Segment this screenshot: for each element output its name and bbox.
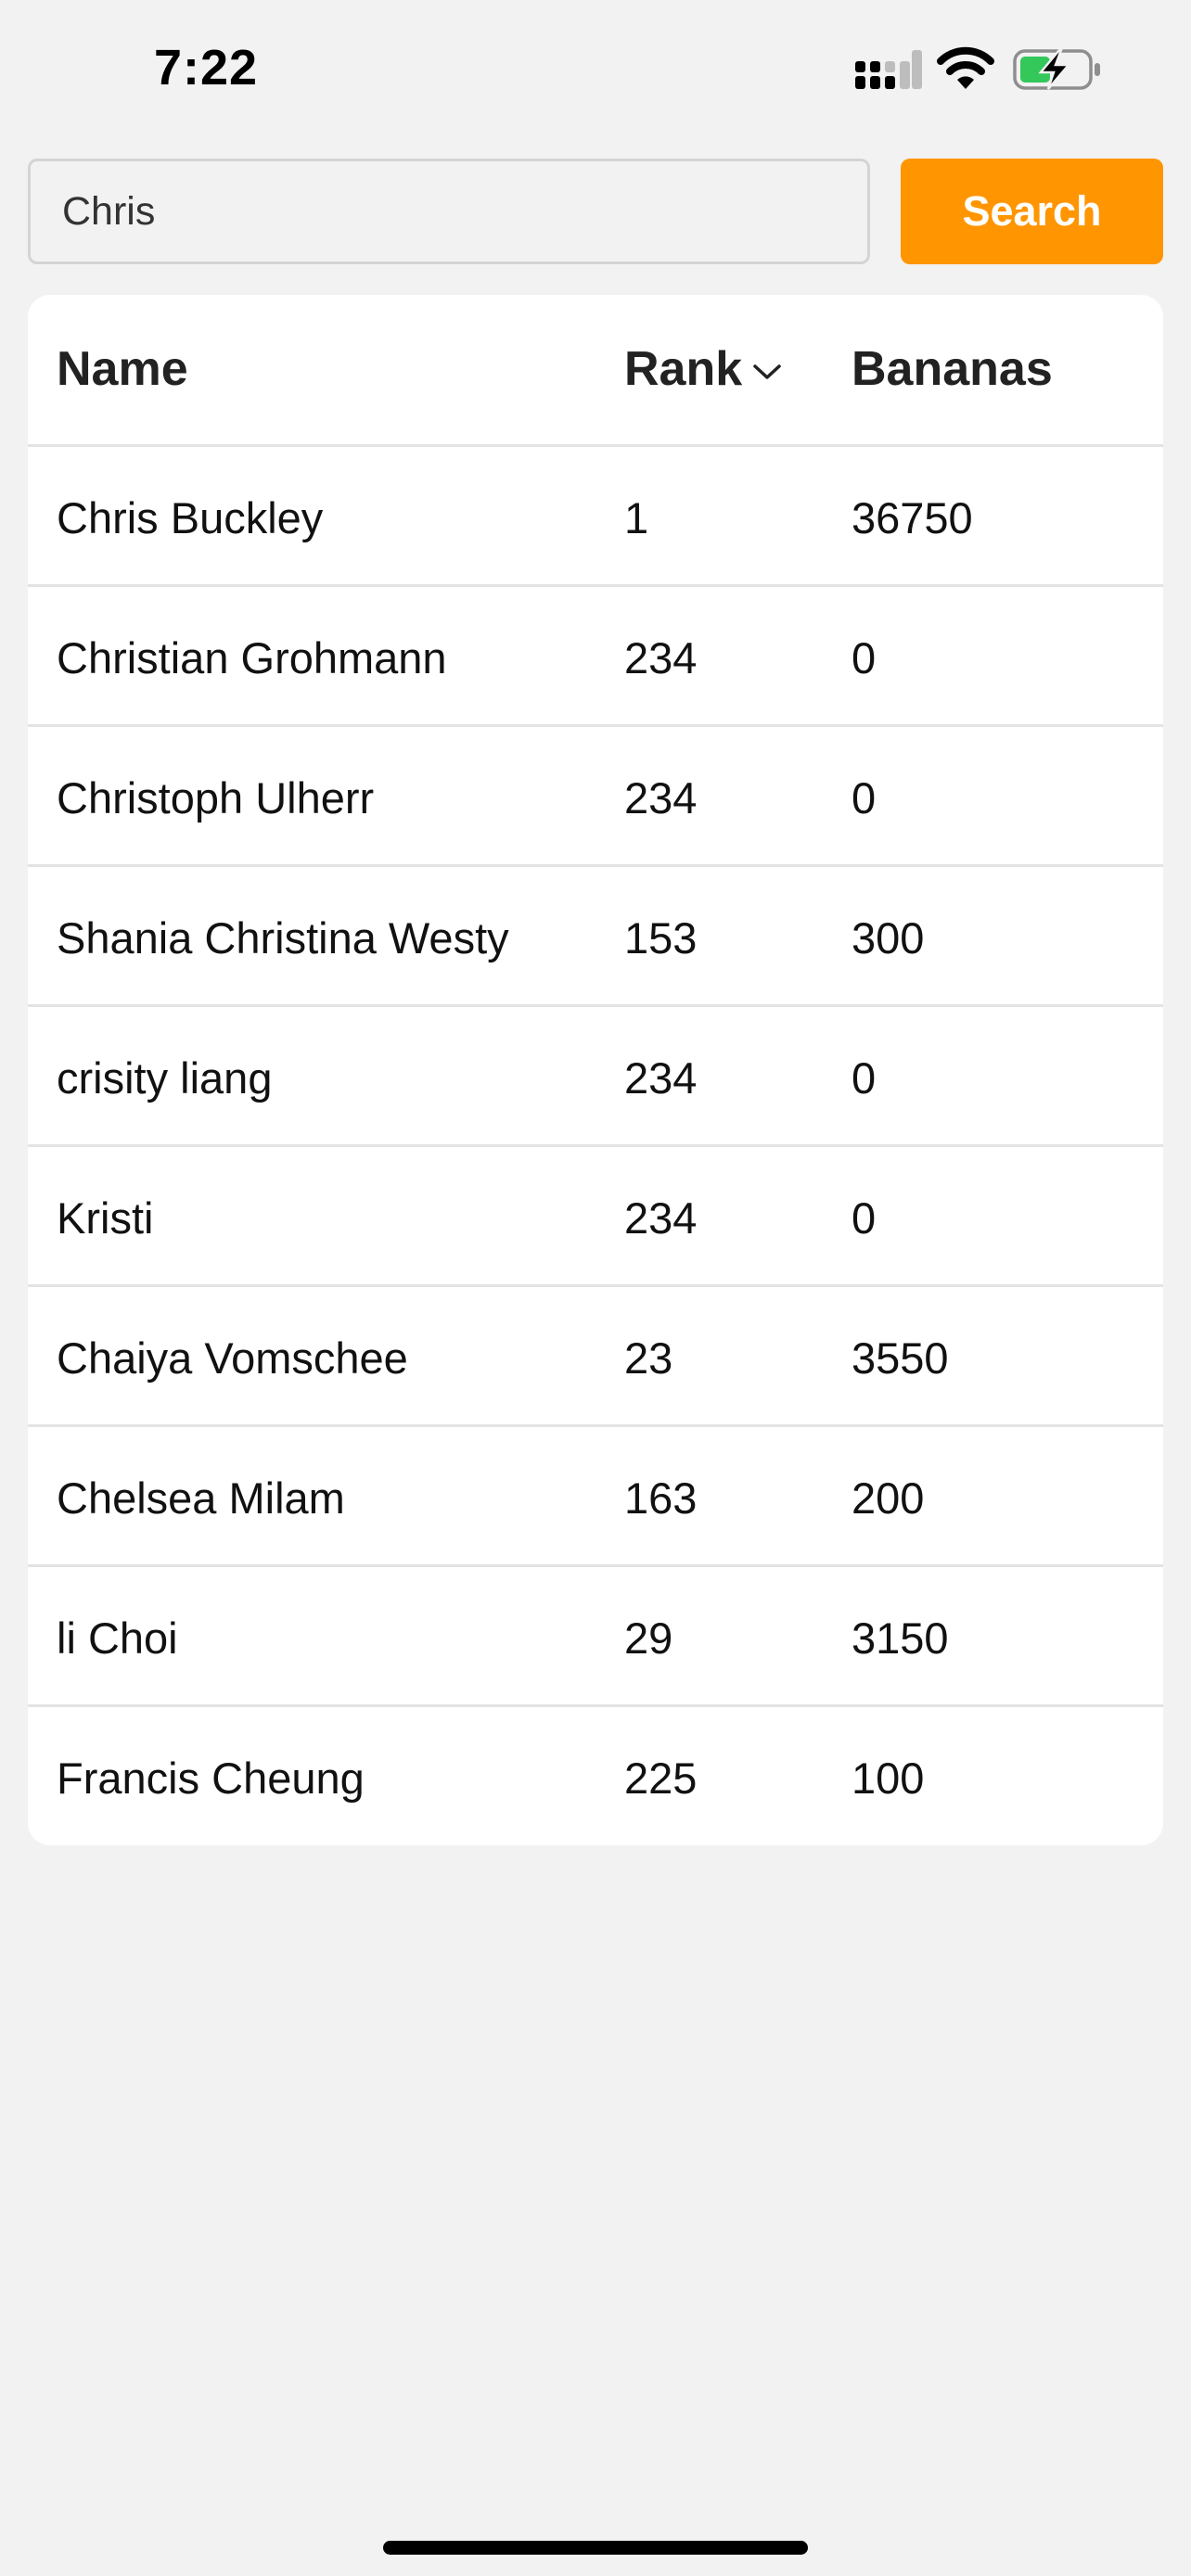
table-row[interactable]: Chris Buckley 1 36750 bbox=[28, 447, 1163, 587]
chevron-down-icon bbox=[753, 364, 781, 380]
cell-name: Christoph Ulherr bbox=[57, 773, 375, 823]
table-row[interactable]: Chaiya Vomschee 23 3550 bbox=[28, 1287, 1163, 1427]
cell-rank: 234 bbox=[624, 1053, 698, 1103]
table-row[interactable]: Shania Christina Westy 153 300 bbox=[28, 867, 1163, 1007]
battery-charging-icon bbox=[1013, 48, 1100, 90]
cell-name: Chelsea Milam bbox=[57, 1473, 345, 1523]
cell-name: Francis Cheung bbox=[57, 1753, 365, 1803]
cell-bananas: 100 bbox=[852, 1753, 925, 1803]
wifi-icon bbox=[937, 46, 994, 89]
table-row[interactable]: Chelsea Milam 163 200 bbox=[28, 1427, 1163, 1567]
cell-rank: 225 bbox=[624, 1753, 698, 1803]
cell-bananas: 200 bbox=[852, 1473, 925, 1523]
column-header-rank[interactable]: Rank bbox=[624, 341, 783, 397]
signal-icon bbox=[855, 50, 922, 89]
cell-bananas: 300 bbox=[852, 913, 925, 963]
cell-name: Chaiya Vomschee bbox=[57, 1333, 408, 1383]
cell-rank: 29 bbox=[624, 1613, 673, 1663]
cell-bananas: 0 bbox=[852, 1193, 877, 1243]
column-header-name-label: Name bbox=[57, 342, 188, 396]
column-header-bananas[interactable]: Bananas bbox=[852, 341, 1053, 397]
cell-rank: 23 bbox=[624, 1333, 673, 1383]
cell-bananas: 3550 bbox=[852, 1333, 949, 1383]
search-button[interactable]: Search bbox=[901, 159, 1163, 264]
results-table: Name Rank Bananas Chris Buckley 1 36750 … bbox=[28, 295, 1163, 1845]
cell-bananas: 0 bbox=[852, 1053, 877, 1103]
table-row[interactable]: crisity liang 234 0 bbox=[28, 1007, 1163, 1147]
status-time: 7:22 bbox=[154, 40, 259, 96]
home-indicator[interactable] bbox=[383, 2541, 808, 2555]
cell-name: Christian Grohmann bbox=[57, 633, 447, 682]
cell-bananas: 36750 bbox=[852, 493, 973, 542]
table-row[interactable]: Kristi 234 0 bbox=[28, 1147, 1163, 1287]
cell-name: li Choi bbox=[57, 1613, 178, 1663]
cell-rank: 153 bbox=[624, 913, 698, 963]
table-header: Name Rank Bananas bbox=[28, 295, 1163, 447]
table-row[interactable]: Christoph Ulherr 234 0 bbox=[28, 727, 1163, 867]
cell-name: Kristi bbox=[57, 1193, 154, 1243]
cell-bananas: 3150 bbox=[852, 1613, 949, 1663]
table-row[interactable]: Christian Grohmann 234 0 bbox=[28, 587, 1163, 727]
status-bar: 7:22 bbox=[0, 0, 1191, 139]
cell-rank: 234 bbox=[624, 773, 698, 823]
search-input[interactable] bbox=[28, 159, 870, 264]
column-header-bananas-label: Bananas bbox=[852, 342, 1053, 396]
column-header-name[interactable]: Name bbox=[57, 341, 188, 397]
table-row[interactable]: Francis Cheung 225 100 bbox=[28, 1707, 1163, 1845]
cell-rank: 234 bbox=[624, 633, 698, 682]
column-header-rank-label: Rank bbox=[624, 342, 743, 396]
table-row[interactable]: li Choi 29 3150 bbox=[28, 1567, 1163, 1707]
cell-name: crisity liang bbox=[57, 1053, 273, 1103]
cell-name: Shania Christina Westy bbox=[57, 913, 509, 963]
cell-rank: 163 bbox=[624, 1473, 698, 1523]
cell-bananas: 0 bbox=[852, 633, 877, 682]
cell-bananas: 0 bbox=[852, 773, 877, 823]
cell-rank: 234 bbox=[624, 1193, 698, 1243]
cell-rank: 1 bbox=[624, 493, 649, 542]
cell-name: Chris Buckley bbox=[57, 493, 324, 542]
